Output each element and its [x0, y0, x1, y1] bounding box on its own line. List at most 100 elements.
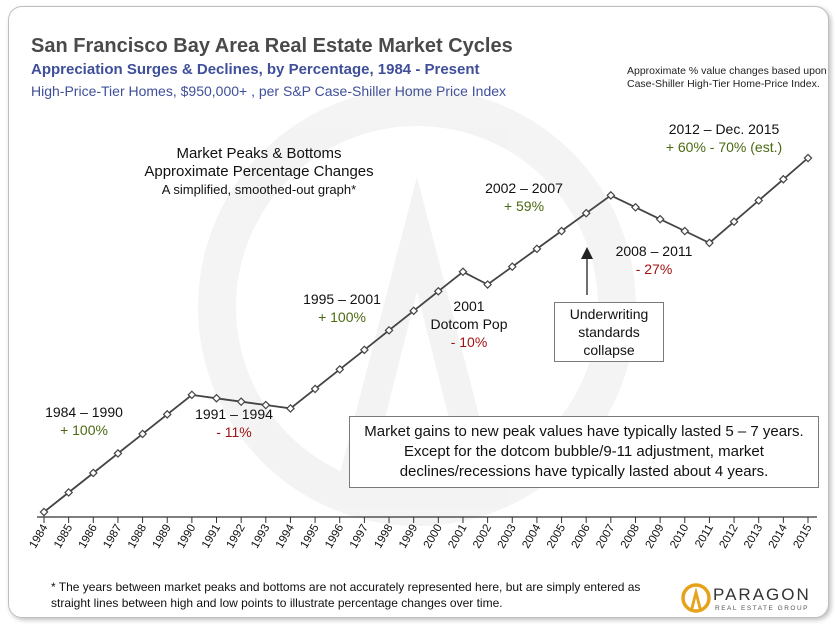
- annotation-change: - 10%: [450, 334, 488, 350]
- x-tick-label: 2011: [693, 523, 716, 550]
- x-tick-label: 1985: [52, 523, 75, 551]
- data-point-1989: [162, 409, 172, 419]
- annotation-2002-2007: 2002 – 2007 + 59%: [469, 179, 579, 215]
- data-point-2014: [778, 174, 788, 184]
- annotation-period: 1991 – 1994: [195, 406, 273, 422]
- data-point-1991: [212, 393, 221, 403]
- x-tick-label: 2009: [644, 523, 667, 551]
- data-point-1998: [384, 325, 394, 335]
- annotation-period-2: Dotcom Pop: [430, 316, 508, 332]
- data-point-1986: [88, 468, 98, 478]
- heading-line-1: Market Peaks & Bottoms: [176, 145, 342, 162]
- data-point-1994: [286, 403, 295, 413]
- x-tick-label: 1986: [77, 523, 100, 551]
- x-tick-label: 2014: [767, 522, 790, 551]
- data-point-2012: [729, 217, 739, 227]
- x-tick-label: 1991: [200, 523, 223, 551]
- data-point-1996: [335, 364, 345, 374]
- x-tick-label: 1988: [126, 523, 149, 551]
- x-tick-label: 2015: [791, 523, 814, 551]
- annotation-period: 2001: [453, 298, 485, 314]
- logo-tagline: REAL ESTATE GROUP: [715, 605, 810, 612]
- data-point-2006: [581, 208, 591, 218]
- chart-subtitle-2: High-Price-Tier Homes, $950,000+ , per S…: [31, 83, 507, 99]
- annotation-change: + 100%: [60, 422, 108, 438]
- data-point-1997: [359, 345, 369, 355]
- x-tick-label: 1994: [274, 522, 297, 551]
- top-note: Approximate % value changes based upon C…: [627, 65, 827, 90]
- annotation-1991-1994: 1991 – 1994 - 11%: [179, 405, 289, 441]
- x-tick-label: 1999: [397, 523, 420, 551]
- data-point-2000: [433, 286, 443, 296]
- data-point-1984: [39, 507, 49, 517]
- data-point-1990: [187, 390, 197, 400]
- data-point-2010: [680, 226, 690, 236]
- data-point-1995: [310, 384, 320, 394]
- data-point-2007: [606, 190, 616, 200]
- annotation-period: 1984 – 1990: [45, 404, 123, 420]
- x-tick-label: 1996: [323, 523, 346, 551]
- x-tick-label: 2005: [545, 523, 568, 551]
- paragon-logo-icon: [681, 583, 711, 613]
- annotation-2008-2011: 2008 – 2011 - 27%: [599, 242, 709, 278]
- annotation-change: + 100%: [318, 309, 366, 325]
- underwriting-box: Underwriting standards collapse: [554, 302, 664, 362]
- data-point-1988: [138, 429, 148, 439]
- data-point-1993: [261, 400, 271, 410]
- annotation-period: 2002 – 2007: [485, 180, 563, 196]
- x-tick-label: 1998: [372, 523, 395, 551]
- x-tick-label: 2008: [619, 523, 642, 551]
- x-tick-label: 2003: [496, 523, 519, 551]
- annotation-2012-2015: 2012 – Dec. 2015 + 60% - 70% (est.): [649, 120, 799, 156]
- chart-subtitle-1: Appreciation Surges & Declines, by Perce…: [31, 61, 480, 78]
- x-tick-label: 1990: [175, 523, 198, 551]
- heading-block: Market Peaks & Bottoms Approximate Perce…: [109, 145, 409, 199]
- annotation-change: + 59%: [503, 198, 545, 214]
- arrow-head: [581, 247, 593, 259]
- data-point-2013: [754, 196, 764, 205]
- data-point-2005: [557, 226, 566, 236]
- annotation-1984-1990: 1984 – 1990 + 100%: [29, 403, 139, 439]
- heading-line-2: Approximate Percentage Changes: [144, 163, 374, 180]
- heading-line-3: A simplified, smoothed-out graph*: [161, 182, 357, 197]
- footnote: * The years between market peaks and bot…: [51, 580, 641, 610]
- x-tick-label: 1997: [348, 523, 371, 551]
- x-tick-label: 1984: [27, 522, 50, 551]
- data-point-2011: [704, 238, 714, 248]
- data-point-1992: [236, 397, 246, 407]
- paragon-logo: PARAGON REAL ESTATE GROUP: [681, 581, 828, 617]
- x-tick-label: 1989: [151, 523, 174, 551]
- x-tick-label: 2013: [742, 523, 765, 551]
- logo-name: PARAGON: [713, 585, 811, 604]
- x-tick-label: 2006: [570, 523, 593, 551]
- chart-frame: San Francisco Bay Area Real Estate Marke…: [8, 6, 829, 618]
- annotation-1995-2001: 1995 – 2001 + 100%: [287, 290, 397, 326]
- data-point-2003: [507, 262, 517, 272]
- x-tick-label: 1987: [101, 523, 124, 551]
- x-tick-label: 2007: [594, 523, 617, 551]
- annotation-2001-dotcom: 2001 Dotcom Pop - 10%: [419, 297, 519, 351]
- annotation-period: 2012 – Dec. 2015: [668, 121, 780, 137]
- x-tick-label: 2002: [471, 523, 494, 551]
- x-tick-label: 1992: [225, 523, 248, 551]
- data-point-2004: [532, 244, 542, 254]
- x-tick-label: 2010: [668, 523, 691, 551]
- market-gains-box: Market gains to new peak values have typ…: [349, 416, 819, 488]
- data-point-2002: [483, 280, 493, 289]
- annotation-change: - 11%: [216, 424, 252, 440]
- x-tick-label: 2001: [446, 523, 469, 551]
- data-point-1987: [113, 448, 123, 458]
- x-tick-label: 1993: [249, 523, 272, 551]
- series-line: [43, 157, 809, 513]
- data-point-2009: [655, 214, 665, 224]
- annotation-change: + 60% - 70% (est.): [665, 139, 783, 155]
- data-point-1985: [64, 488, 74, 497]
- annotation-period: 1995 – 2001: [303, 291, 381, 307]
- x-tick-label: 2000: [422, 523, 445, 551]
- x-tick-label: 2012: [717, 523, 740, 551]
- data-point-2015: [803, 153, 813, 163]
- data-point-2008: [631, 202, 640, 212]
- annotation-change: - 27%: [635, 261, 673, 277]
- x-tick-label: 2004: [520, 522, 543, 551]
- chart-title: San Francisco Bay Area Real Estate Marke…: [31, 35, 513, 57]
